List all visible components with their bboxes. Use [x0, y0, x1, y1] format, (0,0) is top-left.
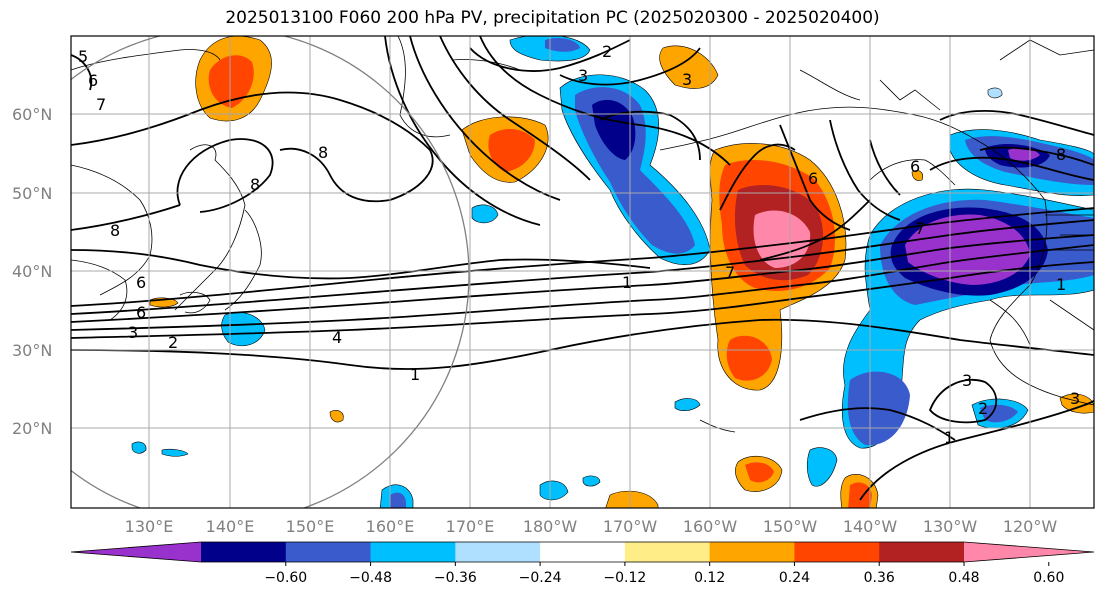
contour-label: 1 — [410, 365, 420, 384]
contour-labels: 5 6 7 8 8 2 3 3 6 6 8 7 7 1 4 3 2 1 3 2 … — [78, 42, 1080, 447]
latitude-labels: 60°N 50°N 40°N 30°N 20°N — [12, 105, 52, 438]
contour-label: 6 — [910, 157, 920, 176]
colorbar-tick-label: 0.24 — [779, 570, 810, 586]
colorbar-tick-label: 0.36 — [864, 570, 895, 586]
lon-label: 150°E — [286, 517, 335, 536]
colorbar-tick-label: 0.60 — [1033, 570, 1064, 586]
contour-label: 8 — [318, 143, 328, 162]
colorbar-tick-label: −0.36 — [434, 570, 477, 586]
contour-label: 3 — [1070, 389, 1080, 408]
precip-negative-shading — [131, 36, 1094, 508]
contour-label: 5 — [78, 47, 88, 66]
longitude-labels: 130°E 140°E 150°E 160°E 170°E 180°W 170°… — [125, 517, 1058, 536]
colorbar-tick-label: −0.12 — [603, 570, 646, 586]
lat-label: 60°N — [12, 105, 52, 124]
contour-label: 6 — [88, 71, 98, 90]
contour-label: 2 — [602, 42, 612, 61]
contour-label: 8 — [110, 221, 120, 240]
contour-label: 3 — [128, 323, 138, 342]
lon-label: 170°E — [446, 517, 495, 536]
contour-label: 7 — [725, 263, 735, 282]
lon-label: 150°W — [763, 517, 818, 536]
colorbar-tick-label: 0.12 — [694, 570, 725, 586]
lat-label: 50°N — [12, 184, 52, 203]
colorbar-segment — [624, 542, 711, 562]
lon-label: 140°W — [843, 517, 898, 536]
colorbar-segment — [879, 542, 965, 562]
colorbar-segment — [540, 542, 626, 562]
lon-label: 130°E — [125, 517, 174, 536]
lat-label: 30°N — [12, 341, 52, 360]
contour-label: 3 — [962, 371, 972, 390]
contour-label: 6 — [136, 273, 146, 292]
colorbar-segment — [455, 542, 541, 562]
lon-label: 160°E — [366, 517, 415, 536]
contour-label: 8 — [1056, 145, 1066, 164]
contour-label: 7 — [915, 219, 925, 238]
range-circle — [71, 36, 470, 508]
colorbar: −0.60 −0.48 −0.36 −0.24 −0.12 0.12 0.24 0.36 0.4… — [70, 541, 1095, 586]
lon-label: 160°W — [683, 517, 738, 536]
contour-label: 2 — [978, 399, 988, 418]
contour-label: 1 — [622, 273, 632, 292]
lon-label: 180°W — [523, 517, 578, 536]
colorbar-segment — [201, 542, 287, 562]
colorbar-tick-label: −0.60 — [264, 570, 307, 586]
contour-label: 1 — [944, 428, 954, 447]
colorbar-tick-label: 0.48 — [948, 570, 979, 586]
contour-label: 3 — [682, 70, 692, 89]
contour-label: 2 — [168, 333, 178, 352]
contour-label: 8 — [250, 175, 260, 194]
colorbar-segment — [794, 542, 880, 562]
lon-label: 130°W — [923, 517, 978, 536]
lon-label: 140°E — [206, 517, 255, 536]
colorbar-extend-max — [964, 542, 1094, 562]
colorbar-segment — [285, 542, 372, 562]
lat-label: 20°N — [12, 419, 52, 438]
map-frame — [70, 35, 1095, 509]
contour-label: 4 — [332, 328, 342, 347]
colorbar-outline — [70, 541, 1095, 563]
contour-label: 3 — [578, 66, 588, 85]
precip-positive-shading — [149, 36, 1094, 508]
lat-label: 40°N — [12, 262, 52, 281]
lon-label: 120°W — [1003, 517, 1058, 536]
contour-label: 7 — [96, 95, 106, 114]
lon-label: 170°W — [603, 517, 658, 536]
contour-label: 1 — [1056, 275, 1066, 294]
map-title: 2025013100 F060 200 hPa PV, precipitatio… — [225, 8, 880, 28]
colorbar-tick-label: −0.24 — [519, 570, 562, 586]
colorbar-segment — [709, 542, 795, 562]
contour-label: 6 — [136, 303, 146, 322]
colorbar-tick-label: −0.48 — [349, 570, 392, 586]
colorbar-segment — [370, 542, 456, 562]
contour-label: 6 — [808, 169, 818, 188]
graticule — [71, 36, 1094, 508]
colorbar-extend-min — [71, 542, 201, 562]
